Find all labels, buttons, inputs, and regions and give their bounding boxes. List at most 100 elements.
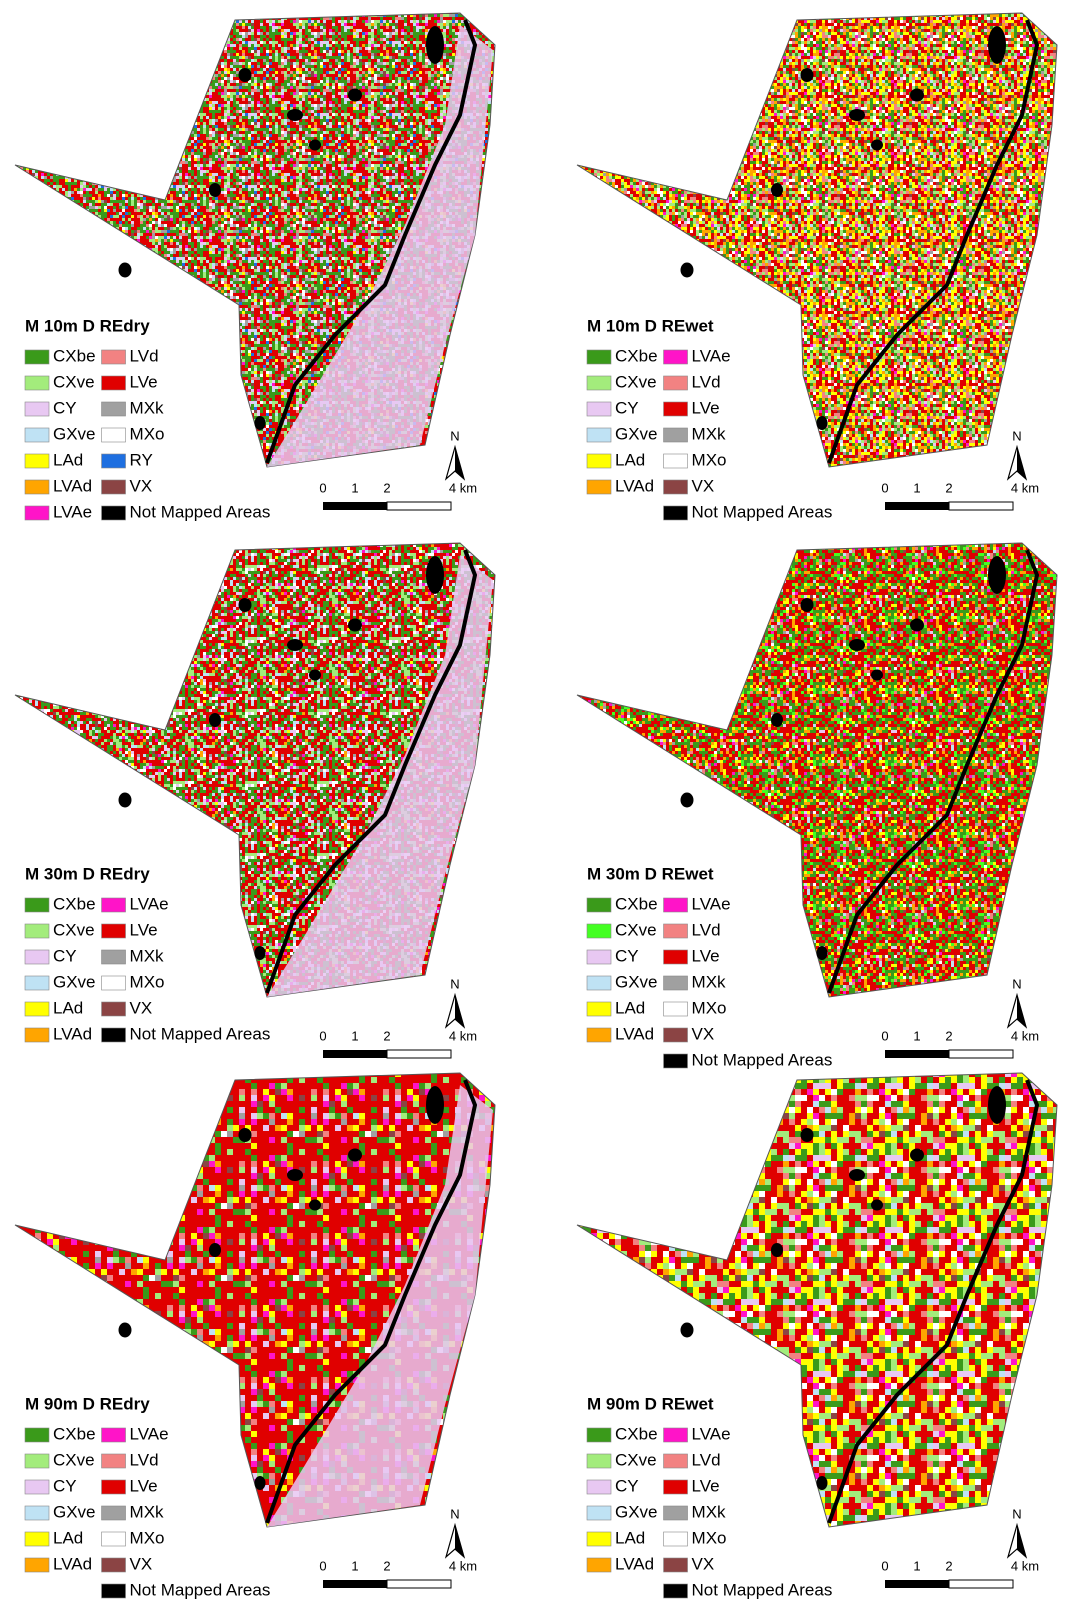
legend-label: CXve bbox=[615, 1450, 657, 1469]
unmapped-patch bbox=[871, 140, 883, 151]
legend-swatch bbox=[102, 898, 126, 912]
legend-swatch bbox=[102, 480, 126, 494]
legend-swatch bbox=[587, 1002, 611, 1016]
legend-label: LVe bbox=[130, 1476, 158, 1495]
legend-swatch bbox=[25, 1480, 49, 1494]
legend-label: LVAe bbox=[130, 1424, 169, 1443]
legend-label: LVAe bbox=[692, 1424, 731, 1443]
legend-swatch bbox=[102, 376, 126, 390]
legend-swatch bbox=[25, 402, 49, 416]
legend-swatch bbox=[102, 1480, 126, 1494]
scale-label: 4 km bbox=[1011, 1558, 1039, 1573]
legend-swatch bbox=[587, 950, 611, 964]
legend-swatch bbox=[25, 480, 49, 494]
legend-label: CXbe bbox=[615, 894, 658, 913]
unmapped-patch bbox=[239, 1128, 252, 1142]
legend-label: RY bbox=[130, 450, 153, 469]
legend-swatch bbox=[664, 924, 688, 938]
legend-swatch bbox=[25, 1428, 49, 1442]
legend-label: LVAe bbox=[692, 894, 731, 913]
scale-label: 1 bbox=[351, 480, 358, 495]
unmapped-patch bbox=[255, 946, 266, 960]
legend-swatch bbox=[25, 376, 49, 390]
unmapped-patch bbox=[801, 598, 814, 612]
legend-swatch bbox=[587, 428, 611, 442]
unmapped-patch bbox=[309, 1200, 321, 1211]
unmapped-patch bbox=[910, 619, 924, 632]
scale-label: 0 bbox=[881, 480, 888, 495]
legend-label: CY bbox=[53, 1476, 77, 1495]
legend-swatch bbox=[587, 402, 611, 416]
legend-swatch bbox=[664, 1532, 688, 1546]
legend-swatch bbox=[25, 1532, 49, 1546]
legend-label: MXo bbox=[130, 972, 165, 991]
legend-swatch bbox=[664, 1506, 688, 1520]
legend-label: LAd bbox=[53, 998, 83, 1017]
unmapped-patch bbox=[849, 109, 865, 121]
scale-bar-dark bbox=[885, 1580, 949, 1588]
scale-bar-light bbox=[949, 1050, 1013, 1058]
legend-label: CXbe bbox=[615, 1424, 658, 1443]
unmapped-patch bbox=[988, 1086, 1006, 1124]
legend-label: LVd bbox=[692, 920, 721, 939]
scale-label: 0 bbox=[319, 480, 326, 495]
legend-label: GXve bbox=[53, 424, 96, 443]
legend-label: MXk bbox=[130, 946, 165, 965]
unmapped-patch bbox=[771, 713, 783, 727]
legend-label: CY bbox=[615, 946, 639, 965]
unmapped-patch bbox=[988, 26, 1006, 64]
legend-swatch bbox=[664, 428, 688, 442]
scale-label: 4 km bbox=[1011, 1028, 1039, 1043]
legend-swatch bbox=[664, 950, 688, 964]
legend-label: CXve bbox=[615, 920, 657, 939]
unmapped-patch bbox=[119, 793, 132, 808]
legend-label: LVd bbox=[692, 1450, 721, 1469]
unmapped-patch bbox=[309, 140, 321, 151]
legend-swatch bbox=[587, 1480, 611, 1494]
legend-swatch bbox=[25, 950, 49, 964]
north-label: N bbox=[1012, 976, 1021, 991]
legend-swatch bbox=[664, 506, 688, 520]
map-area bbox=[577, 13, 1057, 467]
legend-title: M 90m D REdry bbox=[25, 1394, 150, 1413]
scale-label: 0 bbox=[319, 1558, 326, 1573]
legend-swatch bbox=[102, 1002, 126, 1016]
unmapped-patch bbox=[910, 89, 924, 102]
legend-label: GXve bbox=[53, 1502, 96, 1521]
unmapped-patch bbox=[348, 619, 362, 632]
legend-label: LVAd bbox=[53, 1554, 92, 1573]
legend-label: LVe bbox=[692, 1476, 720, 1495]
unmapped-patch bbox=[287, 639, 303, 651]
legend-label: VX bbox=[130, 1554, 153, 1573]
unmapped-patch bbox=[239, 68, 252, 82]
legend-swatch bbox=[587, 1506, 611, 1520]
legend-label: LVAe bbox=[130, 894, 169, 913]
legend-label: MXk bbox=[130, 398, 165, 417]
unmapped-patch bbox=[255, 416, 266, 430]
legend-label: VX bbox=[130, 998, 153, 1017]
legend-swatch bbox=[102, 1558, 126, 1572]
north-label: N bbox=[1012, 1506, 1021, 1521]
legend-label: GXve bbox=[53, 972, 96, 991]
unmapped-patch bbox=[771, 1243, 783, 1257]
legend-swatch bbox=[664, 402, 688, 416]
scale-label: 2 bbox=[383, 480, 390, 495]
unmapped-patch bbox=[681, 793, 694, 808]
legend-swatch bbox=[25, 924, 49, 938]
legend-label: CY bbox=[53, 398, 77, 417]
legend-swatch bbox=[102, 950, 126, 964]
scale-label: 0 bbox=[319, 1028, 326, 1043]
legend-title: M 30m D REdry bbox=[25, 864, 150, 883]
legend-label: LAd bbox=[615, 998, 645, 1017]
legend-label: CXve bbox=[53, 920, 95, 939]
legend-label: MXo bbox=[130, 1528, 165, 1547]
legend-label: Not Mapped Areas bbox=[130, 502, 271, 521]
scale-label: 2 bbox=[383, 1558, 390, 1573]
legend-label: MXk bbox=[130, 1502, 165, 1521]
legend-label: CXbe bbox=[53, 1424, 96, 1443]
legend-swatch bbox=[587, 1532, 611, 1546]
legend-label: LVAe bbox=[692, 346, 731, 365]
scale-bar-dark bbox=[885, 1050, 949, 1058]
unmapped-patch bbox=[910, 1149, 924, 1162]
unmapped-patch bbox=[287, 109, 303, 121]
